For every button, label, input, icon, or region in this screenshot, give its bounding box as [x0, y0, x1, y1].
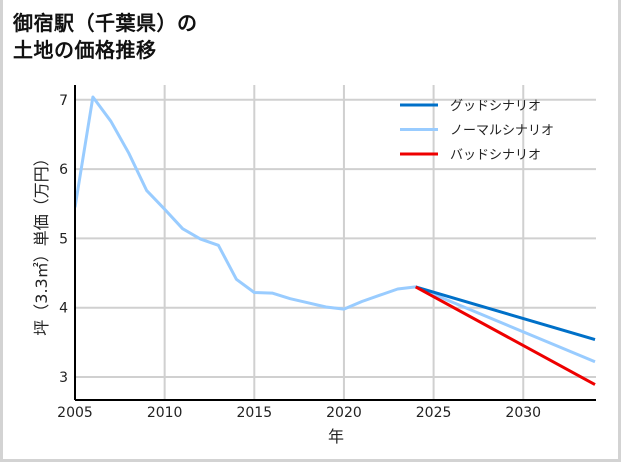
series-line-0: [415, 285, 596, 342]
legend-label-2: バッドシナリオ: [450, 148, 541, 163]
series-line-1: [75, 95, 596, 364]
y-tick-label: 3: [59, 370, 68, 386]
legend-label-0: グッドシナリオ: [450, 99, 541, 114]
legend-label-1: ノーマルシナリオ: [450, 124, 554, 139]
y-axis-label: 坪（3.3㎡）単価（万円）: [32, 150, 51, 335]
x-axis-label: 年: [328, 427, 344, 446]
title-line-1: 御宿駅（千葉県）の: [13, 11, 198, 35]
x-tick-label: 2025: [416, 405, 452, 421]
x-tick-label: 2030: [505, 405, 541, 421]
y-tick-label: 4: [59, 301, 68, 317]
x-tick-label: 2005: [57, 405, 93, 421]
x-tick-label: 2020: [326, 405, 362, 421]
y-tick-label: 5: [59, 231, 68, 247]
y-tick-label: 6: [59, 162, 68, 178]
x-tick-label: 2010: [147, 405, 183, 421]
chart-title: 御宿駅（千葉県）の 土地の価格推移: [13, 10, 198, 64]
y-tick-label: 7: [59, 93, 68, 109]
title-line-2: 土地の価格推移: [13, 38, 157, 62]
series-line-2: [414, 285, 596, 386]
x-tick-label: 2015: [236, 405, 272, 421]
